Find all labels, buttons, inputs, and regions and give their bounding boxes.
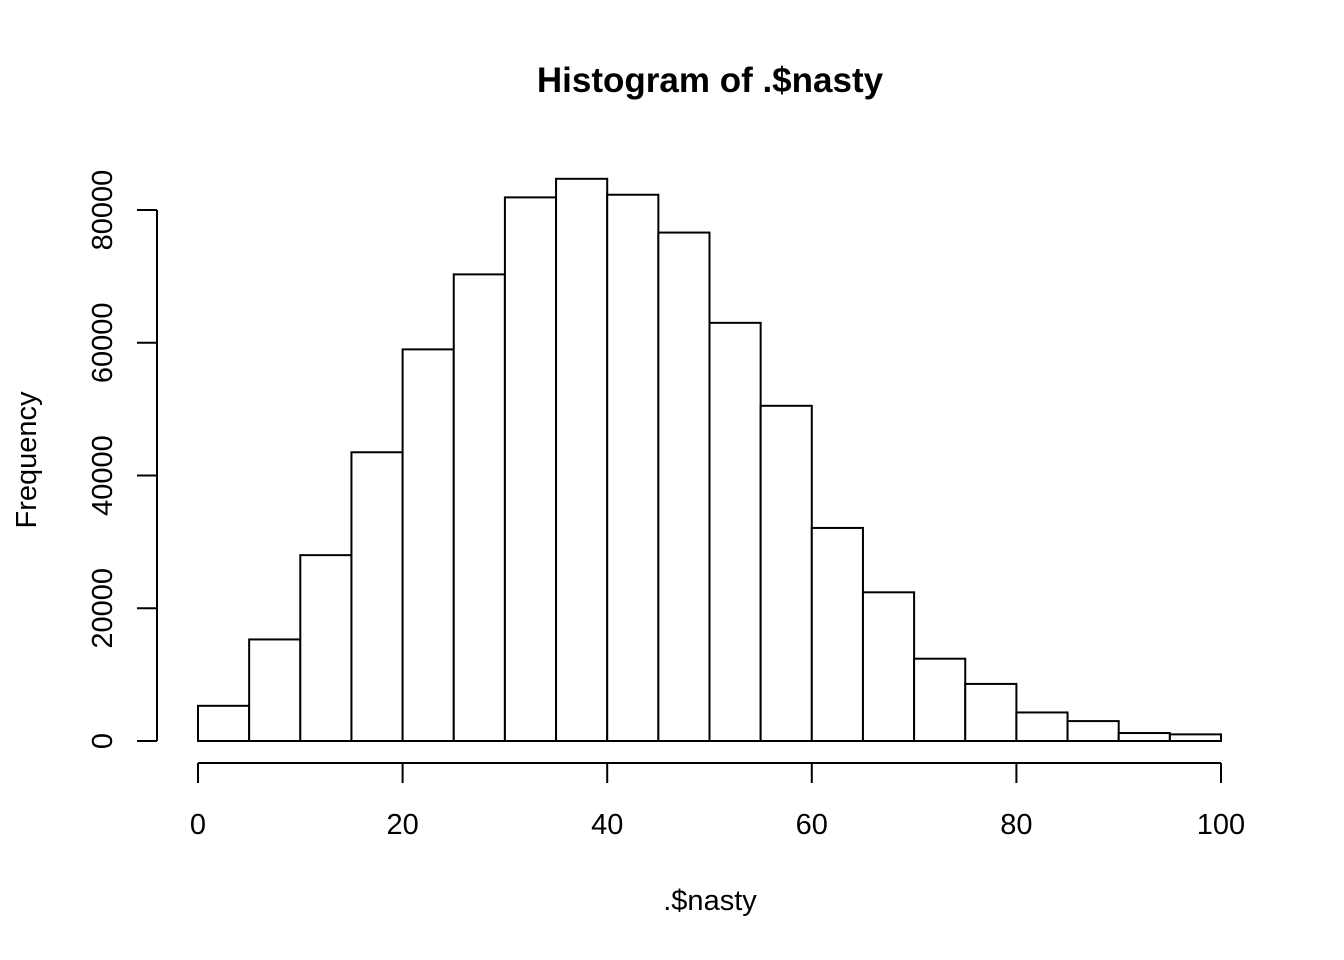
x-tick-label-0: 0 xyxy=(190,809,206,841)
chart-title: Histogram of .$nasty xyxy=(537,61,884,100)
histogram-bar-4 xyxy=(401,348,455,742)
histogram-bar-6 xyxy=(503,196,558,743)
histogram-bar-3 xyxy=(350,451,404,742)
histogram-bar-18 xyxy=(1117,732,1171,742)
histogram-bar-8 xyxy=(606,193,660,742)
histogram-bar-11 xyxy=(759,404,813,742)
x-tick-label-5: 100 xyxy=(1197,809,1245,841)
histogram-bar-10 xyxy=(708,321,762,742)
y-tick-label-0: 0 xyxy=(87,733,119,749)
histogram-bar-12 xyxy=(810,526,864,743)
x-tick-label-2: 40 xyxy=(591,809,623,841)
histogram-bar-19 xyxy=(1168,733,1222,742)
x-tick-label-3: 60 xyxy=(796,809,828,841)
bars-group xyxy=(197,177,1222,743)
histogram-bar-7 xyxy=(555,177,609,742)
histogram-bar-17 xyxy=(1066,720,1120,743)
histogram-bar-15 xyxy=(964,682,1018,742)
x-axis-label: .$nasty xyxy=(663,885,757,917)
y-axis-label: Frequency xyxy=(11,391,43,529)
histogram-bar-9 xyxy=(657,231,711,742)
y-tick-label-1: 20000 xyxy=(87,568,119,649)
histogram-bar-0 xyxy=(197,704,251,742)
histogram-bar-5 xyxy=(452,273,506,742)
histogram-bar-16 xyxy=(1015,711,1069,742)
x-axis: 0 20 40 60 80 100 xyxy=(190,762,1245,841)
x-tick-label-1: 20 xyxy=(386,809,418,841)
histogram-bar-2 xyxy=(299,554,353,743)
x-tick-label-4: 80 xyxy=(1000,809,1032,841)
histogram-bar-1 xyxy=(248,638,302,742)
y-tick-label-4: 80000 xyxy=(87,170,119,251)
histogram-bar-13 xyxy=(861,591,916,742)
y-axis: 0 20000 40000 60000 80000 xyxy=(87,170,158,749)
y-tick-label-3: 60000 xyxy=(87,302,119,383)
y-tick-label-2: 40000 xyxy=(87,435,119,516)
histogram-bar-14 xyxy=(913,657,967,743)
